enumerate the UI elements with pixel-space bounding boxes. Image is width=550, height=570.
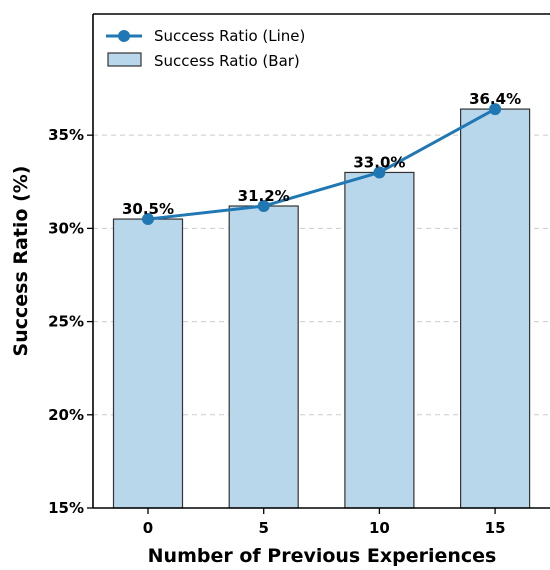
- series-line: [147, 107, 496, 221]
- legend-bar-swatch: [107, 52, 142, 67]
- line-point: [142, 213, 154, 226]
- x-axis-title: Number of Previous Experiences: [148, 545, 497, 567]
- bar: [112, 218, 184, 509]
- bar: [460, 108, 531, 509]
- legend-line-marker: [118, 30, 130, 42]
- bar: [228, 205, 299, 509]
- line-series: [142, 103, 502, 226]
- legend-entry-bar: Success Ratio (Bar): [154, 52, 300, 70]
- data-labels: 30.5% 31.2% 33.0% 36.4%: [122, 90, 521, 218]
- line-point: [257, 200, 270, 213]
- data-label: 33.0%: [353, 153, 405, 171]
- data-label: 36.4%: [469, 90, 521, 108]
- legend-entry-line: Success Ratio (Line): [154, 27, 305, 45]
- x-tick-label: 0: [143, 519, 153, 537]
- y-tick-label: 25%: [48, 313, 84, 331]
- x-tick-label: 15: [485, 519, 506, 537]
- y-tick-label: 35%: [48, 126, 84, 144]
- x-tick-label: 5: [258, 519, 268, 537]
- bars: [112, 108, 531, 509]
- y-axis-title: Success Ratio (%): [10, 166, 32, 357]
- line-point: [373, 166, 386, 179]
- y-tick-label: 30%: [48, 219, 84, 237]
- bar: [344, 171, 415, 509]
- x-tick-label: 10: [369, 519, 390, 537]
- data-label: 30.5%: [122, 200, 174, 218]
- legend: Success Ratio (Line) Success Ratio (Bar): [106, 27, 305, 70]
- y-tick-label: 20%: [48, 406, 84, 424]
- y-tick-label: 15%: [48, 499, 84, 517]
- data-label: 31.2%: [238, 187, 290, 205]
- axes: 15% 20% 25% 30% 35% 0 5 10 15: [48, 13, 550, 537]
- line-point: [489, 103, 502, 116]
